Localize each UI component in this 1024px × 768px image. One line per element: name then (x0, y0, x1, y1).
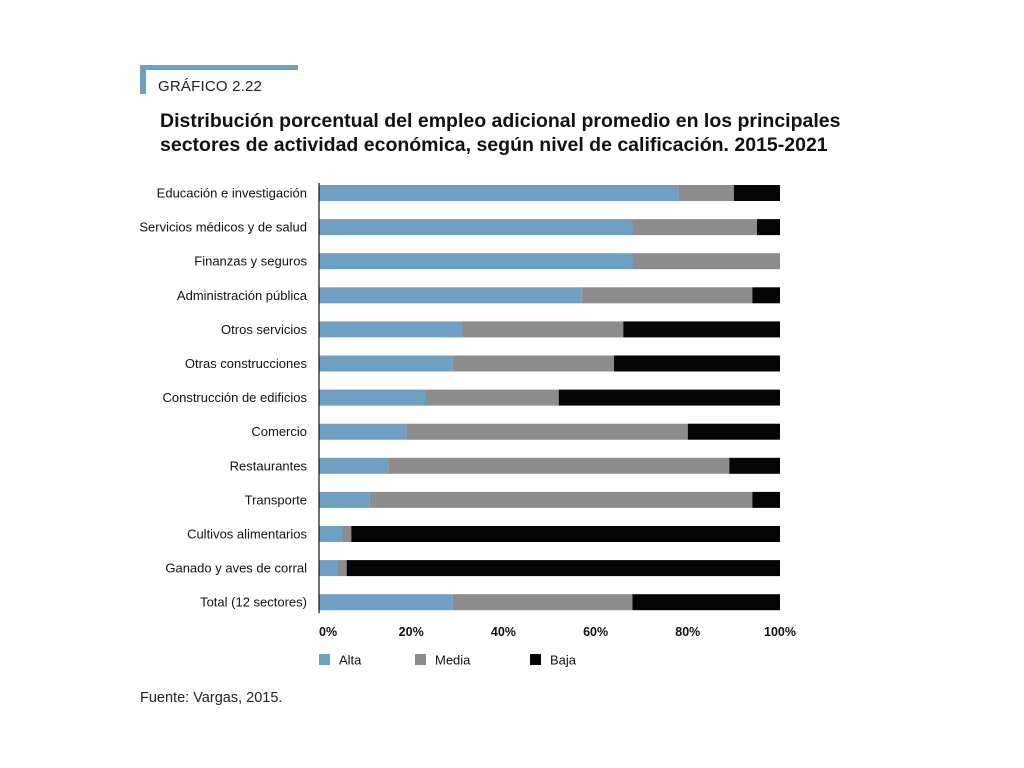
x-tick-label: 40% (491, 625, 516, 639)
bar-alta-administracion-publica (319, 287, 582, 304)
bar-alta-restaurantes (319, 457, 389, 474)
bar-alta-transporte (319, 491, 370, 508)
category-label-ganado-y-aves-de-corral: Ganado y aves de corral (165, 561, 307, 576)
x-tick-label: 0% (319, 625, 337, 639)
category-label-construccion-de-edificios: Construcción de edificios (162, 390, 307, 405)
category-label-administracion-publica: Administración pública (177, 288, 308, 303)
legend-label-media: Media (435, 653, 471, 668)
x-tick-label: 80% (675, 625, 700, 639)
bar-baja-servicios-medicos-y-de-salud (756, 219, 780, 236)
category-label-educacion-e-investigacion: Educación e investigación (157, 186, 307, 201)
category-label-restaurantes: Restaurantes (230, 458, 308, 473)
bar-media-total-12-sectores (452, 594, 633, 611)
bar-media-ganado-y-aves-de-corral (337, 560, 347, 577)
chart-title-line2: sectores de actividad económica, según n… (160, 134, 828, 156)
bar-alta-ganado-y-aves-de-corral (319, 560, 338, 577)
bar-media-administracion-publica (581, 287, 753, 304)
x-tick-label: 60% (583, 625, 608, 639)
header-accent-bar-side (140, 65, 146, 94)
figure-label: GRÁFICO 2.22 (158, 78, 263, 95)
chart-title: Distribución porcentual del empleo adici… (160, 109, 880, 157)
bar-media-transporte (369, 491, 753, 508)
chart-title-line1: Distribución porcentual del empleo adici… (160, 110, 841, 132)
category-label-servicios-medicos-y-de-salud: Servicios médicos y de salud (139, 220, 307, 235)
category-label-cultivos-alimentarios: Cultivos alimentarios (187, 527, 307, 542)
bar-alta-comercio (319, 423, 407, 440)
bar-alta-servicios-medicos-y-de-salud (319, 219, 633, 236)
bar-alta-finanzas-y-seguros (319, 253, 633, 270)
category-label-transporte: Transporte (245, 492, 307, 507)
bar-media-cultivos-alimentarios (342, 526, 352, 542)
category-label-total-12-sectores: Total (12 sectores) (200, 595, 307, 610)
bar-alta-total-12-sectores (319, 594, 453, 611)
bar-alta-otras-construcciones (319, 355, 453, 372)
bar-alta-cultivos-alimentarios (319, 526, 343, 542)
bar-media-restaurantes (388, 457, 730, 474)
bar-media-construccion-de-edificios (425, 389, 559, 406)
category-label-finanzas-y-seguros: Finanzas y seguros (194, 254, 307, 269)
bar-baja-total-12-sectores (632, 594, 780, 611)
source-note: Fuente: Vargas, 2015. (140, 690, 283, 706)
category-label-comercio: Comercio (251, 424, 307, 439)
category-label-otros-servicios: Otros servicios (221, 322, 307, 337)
bar-baja-educacion-e-investigacion (733, 185, 780, 201)
bar-media-finanzas-y-seguros (632, 253, 780, 270)
bar-media-servicios-medicos-y-de-salud (632, 219, 757, 236)
bar-alta-construccion-de-edificios (319, 389, 426, 406)
bar-baja-construccion-de-edificios (558, 389, 780, 406)
bar-media-educacion-e-investigacion (678, 185, 734, 201)
bar-baja-comercio (687, 423, 780, 440)
bar-alta-educacion-e-investigacion (319, 185, 679, 201)
bar-baja-cultivos-alimentarios (351, 526, 780, 542)
x-tick-label: 20% (399, 625, 424, 639)
bar-baja-ganado-y-aves-de-corral (346, 560, 780, 577)
category-label-otras-construcciones: Otras construcciones (185, 356, 308, 371)
bar-media-otros-servicios (461, 321, 624, 338)
legend-swatch-alta (319, 654, 330, 665)
bar-media-comercio (406, 423, 688, 440)
legend-label-alta: Alta (339, 653, 362, 668)
bar-media-otras-construcciones (452, 355, 615, 372)
legend-swatch-baja (530, 654, 541, 665)
bar-baja-otras-construcciones (614, 355, 780, 372)
legend-label-baja: Baja (550, 653, 577, 668)
bar-alta-otros-servicios (319, 321, 462, 338)
bar-baja-restaurantes (729, 457, 780, 474)
x-tick-label: 100% (764, 625, 796, 639)
bar-baja-transporte (752, 491, 780, 508)
header-accent-bar (140, 65, 298, 70)
bar-baja-otros-servicios (623, 321, 780, 338)
legend-swatch-media (415, 654, 426, 665)
bar-baja-administracion-publica (752, 287, 780, 304)
